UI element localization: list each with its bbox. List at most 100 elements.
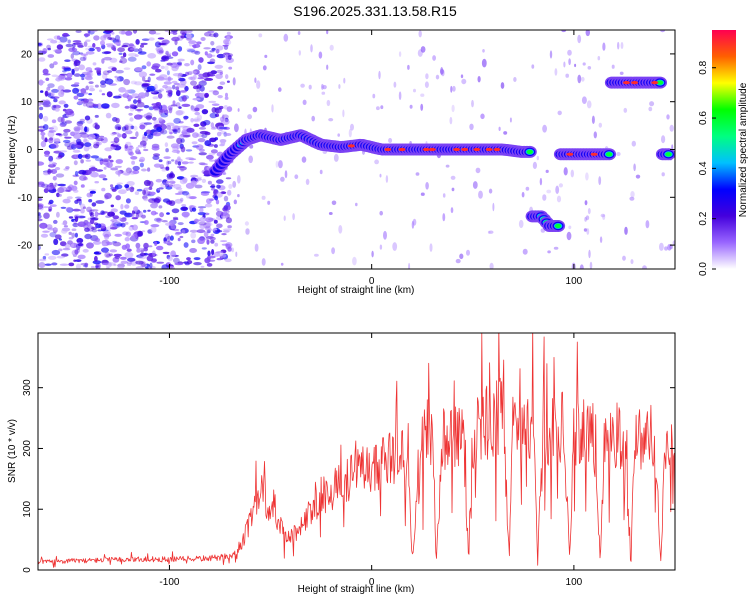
spectrogram-noise-blob [645,220,650,229]
spectrogram-noise-blob [532,161,538,169]
spectrogram-noise-blob [63,225,68,228]
spectrogram-noise-blob [124,204,130,209]
spectrogram-noise-blob [193,118,199,122]
spectrogram-noise-blob [593,131,597,139]
spectrogram-noise-blob [206,239,210,245]
spectrogram-noise-blob [88,47,95,52]
spectrogram-noise-blob [620,42,624,49]
spectrogram-noise-blob [134,54,139,57]
spectrogram-noise-blob [171,125,180,130]
spectrogram-peak [398,147,406,152]
spectrogram-noise-blob [471,99,474,108]
spectrogram-noise-blob [92,43,96,48]
spectrogram-noise-blob [166,212,170,215]
spectrogram-noise-blob [167,160,172,165]
spectrogram-noise-blob [73,180,78,186]
spectrogram-noise-blob [450,85,453,93]
spectrogram-noise-blob [120,256,127,260]
spectrogram-noise-blob [226,35,231,42]
spectrogram-noise-blob [196,114,202,121]
spectrogram-noise-blob [104,251,111,258]
spectrogram-noise-blob [207,61,215,65]
spectrogram-peak [461,147,469,152]
spectrogram-noise-blob [83,41,88,47]
spectrogram-noise-blob [106,44,113,48]
spectrogram-noise-blob [137,144,144,148]
spectrogram-noise-blob [190,80,197,86]
spectrogram-noise-blob [135,260,144,265]
spectrogram-noise-blob [129,213,135,218]
spectrogram-noise-blob [227,189,232,196]
spectrogram-noise-blob [38,161,45,166]
spectrogram-noise-blob [204,203,213,208]
spectrogram-noise-blob [200,37,206,41]
spectrogram-noise-blob [633,163,636,172]
spectrogram-noise-blob [41,183,49,188]
spectrogram-noise-blob [199,216,206,223]
spectrogram-noise-blob [63,67,72,72]
spectrogram-noise-blob [190,50,199,54]
spectrogram-noise-blob [445,164,450,168]
spectrogram-noise-blob [46,184,55,190]
spectrogram-noise-blob [123,170,131,176]
spectrogram-noise-blob [128,43,134,47]
spectrogram-noise-blob [131,217,138,220]
spectrogram-noise-blob [60,229,68,234]
spectrogram-noise-blob [379,210,384,216]
spectrogram-ridge [208,76,675,232]
spectrogram-noise-blob [110,167,119,171]
spectrogram-noise-blob [68,231,72,235]
spectrogram-noise-blob [143,148,149,152]
spectrogram-noise-blob [591,115,595,125]
spectrogram-noise-blob [194,50,201,55]
spectrogram-noise-blob [59,36,68,43]
spectrogram-noise-blob [181,207,188,211]
spectrogram-noise-blob [177,156,181,161]
spectrogram-noise-blob [103,166,107,170]
spectrogram-noise-blob [143,247,149,252]
spectrogram-noise-blob [62,32,69,37]
spectrogram-noise-blob [164,65,169,71]
spectrogram-noise-blob [74,216,79,223]
spectrogram-peak [347,144,355,148]
spectrogram-noise-blob [113,143,121,146]
spectrogram-noise-blob [190,174,199,178]
spectrogram-noise-blob [577,74,582,84]
spectrogram-noise-blob [542,124,547,133]
spectrogram-noise-blob [201,247,207,250]
spectrogram-noise-blob [206,263,213,267]
spectrogram-noise-blob [228,66,233,70]
spectrogram-noise-blob [45,77,50,82]
spectrogram-noise-blob [602,42,606,51]
spectrogram-noise-blob [539,177,543,186]
spectrogram-noise-blob [567,49,572,56]
spectrogram-noise-blob [86,242,94,249]
spectrogram-noise-blob [130,80,137,85]
spectrogram-noise-blob [374,159,379,165]
spectrogram-noise-blob [105,112,112,119]
spectrogram-noise-blob [203,47,211,50]
spectrogram-noise-blob [208,159,215,162]
spectrogram-noise-blob [225,217,232,224]
spectrogram-ridge-cell [605,152,613,157]
spectrogram-noise-blob [51,125,58,132]
spectrogram-noise-blob [181,129,188,136]
spectrogram-noise-blob [326,99,331,107]
spectrogram-noise-blob [201,109,209,115]
spectrogram-noise-blob [49,137,54,141]
spectrogram-noise-blob [503,131,508,135]
spectrogram-y-tick-label: -10 [18,193,33,204]
spectrogram-noise-blob [588,249,591,259]
spectrogram-noise-blob [199,207,204,213]
spectrogram-noise-blob [138,92,147,99]
spectrogram-noise-blob [450,175,456,180]
spectrogram-noise-blob [442,193,446,198]
spectrogram-noise-blob [211,249,215,256]
spectrogram-noise-blob [319,169,323,175]
spectrogram-noise-blob [186,127,195,133]
spectrogram-noise-blob [108,155,112,159]
spectrogram-noise-blob [136,99,141,103]
spectrogram-noise-blob [132,224,138,231]
spectrogram-noise-blob [150,210,157,216]
spectrogram-noise-blob [215,73,223,79]
